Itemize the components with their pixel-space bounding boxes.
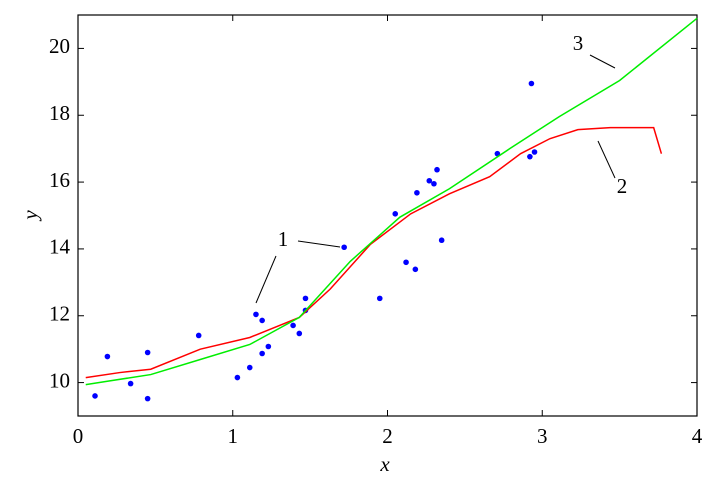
scatter-point [296, 330, 303, 337]
scatter-point [127, 380, 134, 387]
scatter-point [302, 295, 309, 302]
scatter-point [341, 244, 347, 251]
y-tick-label: 16 [49, 168, 70, 192]
scatter-point [403, 259, 409, 266]
annotation-leaders [255, 54, 616, 304]
scatter-point [259, 317, 265, 324]
y-axis-label: y [18, 210, 42, 222]
leader-line [255, 255, 277, 304]
line [85, 126, 663, 379]
scatter-point [246, 364, 253, 371]
scatter-point [259, 350, 265, 357]
y-tick-label: 18 [49, 101, 70, 125]
leader-line [589, 54, 616, 69]
scatter-point [290, 322, 296, 329]
scatter-point [431, 180, 437, 187]
annotation: 3 [573, 31, 584, 55]
scatter-point [376, 295, 383, 302]
leader-line [597, 140, 616, 179]
y-tick-label: 10 [49, 368, 70, 392]
leader-line [297, 240, 341, 248]
scatter-point [144, 395, 151, 402]
x-tick-label: 2 [382, 424, 393, 448]
scatter-point [414, 189, 420, 196]
x-tick-label: 1 [228, 424, 239, 448]
x-tick-label: 0 [73, 424, 84, 448]
x-axis-label: x [379, 452, 390, 476]
scatter-point [265, 343, 272, 350]
scatter-point [426, 177, 433, 184]
scatter-point [531, 149, 538, 155]
line [85, 17, 698, 386]
scatter-point [144, 349, 151, 356]
scatter-point [434, 166, 440, 173]
x-tick-label: 3 [537, 424, 548, 448]
scatter-point [528, 80, 535, 87]
scatter-point [438, 237, 445, 244]
scatter-point [412, 266, 419, 273]
scatter-point [234, 374, 241, 381]
annotation: 2 [617, 174, 628, 198]
scatter-point [104, 353, 111, 360]
y-tick-label: 20 [49, 34, 70, 58]
scatter-point [195, 332, 202, 339]
y-tick-label: 14 [49, 235, 71, 259]
plot-frame [77, 14, 698, 417]
scatter-point [392, 211, 399, 217]
y-tick-label: 12 [49, 302, 70, 326]
x-tick-label: 4 [692, 424, 703, 448]
scatter-point [92, 393, 98, 399]
annotation: 1 [278, 227, 289, 251]
scatter-point [527, 153, 533, 160]
scatter-point [253, 311, 259, 318]
